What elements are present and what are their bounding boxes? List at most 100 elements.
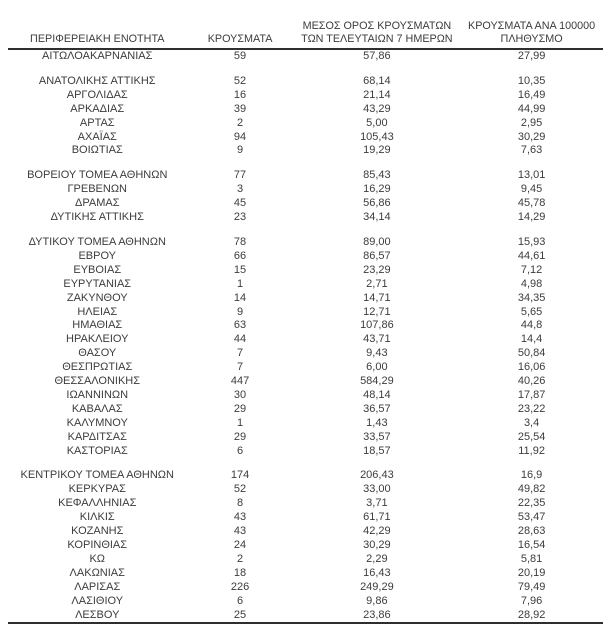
cell-avg-7day: 21,14 <box>363 88 391 101</box>
cell-per-100k: 44,61 <box>517 249 546 262</box>
cell-avg-7day: 107,86 <box>360 319 394 332</box>
cell-per-100k: 40,26 <box>517 375 546 388</box>
cell-cases: 9 <box>236 144 244 157</box>
table-row: ΒΟΡΕΙΟΥ ΤΟΜΕΑ ΑΘΗΝΩΝ 77 85,43 13,01 <box>8 169 603 183</box>
regional-cases-table: ΠΕΡΙΦΕΡΕΙΑΚΗ ΕΝΟΤΗΤΑ ΚΡΟΥΣΜΑΤΑ ΜΕΣΟΣ ΟΡΟ… <box>8 20 603 625</box>
cell-per-100k: 13,01 <box>517 169 546 182</box>
cell-region: ΒΟΡΕΙΟΥ ΤΟΜΕΑ ΑΘΗΝΩΝ <box>27 169 168 182</box>
cell-per-100k: 11,92 <box>518 444 545 457</box>
cell-avg-7day: 43,71 <box>363 333 391 346</box>
cell-per-100k: 44,99 <box>517 102 546 115</box>
group-spacer-cell <box>8 225 603 236</box>
table-row: ΓΡΕΒΕΝΩΝ 3 16,29 9,45 <box>8 183 603 197</box>
cell-cases: 16 <box>233 88 247 101</box>
cell-region: ΚΙΛΚΙΣ <box>79 511 115 524</box>
cell-cases: 1 <box>236 277 244 290</box>
cell-avg-7day: 23,86 <box>363 608 391 621</box>
group-spacer-row <box>8 64 603 75</box>
cell-cases: 1 <box>236 416 244 429</box>
cell-cases: 15 <box>233 263 247 276</box>
cell-avg-7day: 57,86 <box>363 50 391 62</box>
col-header-avg-7day-line2: ΤΩΝ ΤΕΛΕΥΤΑΙΩΝ 7 ΗΜΕΡΩΝ <box>301 32 453 45</box>
col-header-per-100k-line1: ΚΡΟΥΣΜΑΤΑ ΑΝΑ 100000 <box>468 20 596 32</box>
cell-per-100k: 22,35 <box>517 497 546 510</box>
cell-avg-7day: 30,29 <box>363 539 391 551</box>
cell-per-100k: 50,84 <box>517 347 546 360</box>
cell-region: ΖΑΚΥΝΘΟΥ <box>66 291 128 304</box>
table-row: ΙΩΑΝΝΙΝΩΝ 30 48,14 17,87 <box>8 389 603 403</box>
cell-per-100k: 9,45 <box>520 183 543 196</box>
cell-avg-7day: 3,71 <box>366 497 388 510</box>
cell-per-100k: 20,19 <box>517 566 546 579</box>
cell-region: ΚΕΡΚΥΡΑΣ <box>68 483 126 496</box>
cell-cases: 45 <box>233 197 247 210</box>
cell-cases: 29 <box>233 430 247 443</box>
table-row: ΘΑΣΟΥ 7 9,43 50,84 <box>8 347 603 361</box>
cell-per-100k: 53,47 <box>517 511 546 524</box>
col-header-avg-7day-line1: ΜΕΣΟΣ ΟΡΟΣ ΚΡΟΥΣΜΑΤΩΝ <box>302 20 452 32</box>
cell-region: ΘΕΣΠΡΩΤΙΑΣ <box>62 361 133 374</box>
table-row: ΛΕΣΒΟΥ 25 23,86 28,92 <box>8 609 603 624</box>
cell-per-100k: 2,95 <box>520 116 543 129</box>
group-spacer-row <box>8 225 603 236</box>
cell-per-100k: 16,06 <box>517 361 546 374</box>
cell-avg-7day: 86,57 <box>363 249 391 262</box>
group-spacer-row <box>8 158 603 169</box>
cell-avg-7day: 2,71 <box>366 277 388 290</box>
table-row: ΕΥΡΥΤΑΝΙΑΣ 1 2,71 4,98 <box>8 278 603 292</box>
cell-region: ΙΩΑΝΝΙΝΩΝ <box>66 388 129 401</box>
col-header-region: ΠΕΡΙΦΕΡΕΙΑΚΗ ΕΝΟΤΗΤΑ <box>8 20 187 50</box>
cell-cases: 9 <box>236 305 244 318</box>
cell-cases: 59 <box>233 50 247 62</box>
cell-per-100k: 44,8 <box>520 319 543 332</box>
cell-cases: 30 <box>233 388 247 401</box>
cell-avg-7day: 33,57 <box>363 430 391 443</box>
col-header-per-100k-line2: ΠΛΗΘΥΣΜΟ <box>500 32 563 45</box>
cell-per-100k: 7,12 <box>520 263 543 276</box>
table-row: ΗΡΑΚΛΕΙΟΥ 44 43,71 14,4 <box>8 333 603 347</box>
cell-per-100k: 16,9 <box>520 469 543 482</box>
table-row: ΚΕΝΤΡΙΚΟΥ ΤΟΜΕΑ ΑΘΗΝΩΝ 174 206,43 16,9 <box>8 469 603 483</box>
cell-avg-7day: 18,57 <box>363 444 391 457</box>
table-row: ΒΟΙΩΤΙΑΣ 9 19,29 7,63 <box>8 144 603 158</box>
col-header-per-100k: ΚΡΟΥΣΜΑΤΑ ΑΝΑ 100000 ΠΛΗΘΥΣΜΟ <box>460 20 603 50</box>
cell-region: ΑΡΤΑΣ <box>79 116 115 129</box>
cell-region: ΗΡΑΚΛΕΙΟΥ <box>66 333 129 346</box>
cell-cases: 63 <box>233 319 247 332</box>
cell-cases: 8 <box>236 497 244 510</box>
cell-region: ΘΕΣΣΑΛΟΝΙΚΗΣ <box>54 375 141 388</box>
cell-region: ΚΑΣΤΟΡΙΑΣ <box>66 444 128 457</box>
cell-avg-7day: 16,43 <box>363 566 391 579</box>
cell-cases: 23 <box>233 211 247 224</box>
cell-region: ΘΑΣΟΥ <box>78 347 117 360</box>
table-header: ΠΕΡΙΦΕΡΕΙΑΚΗ ΕΝΟΤΗΤΑ ΚΡΟΥΣΜΑΤΑ ΜΕΣΟΣ ΟΡΟ… <box>8 20 603 50</box>
cell-cases: 44 <box>233 333 247 346</box>
cell-avg-7day: 48,14 <box>363 388 391 401</box>
cell-region: ΛΑΡΙΣΑΣ <box>74 580 121 593</box>
cell-region: ΛΑΣΙΘΙΟΥ <box>71 594 124 607</box>
cell-region: ΗΛΕΙΑΣ <box>77 305 118 318</box>
cell-region: ΔΥΤΙΚΟΥ ΤΟΜΕΑ ΑΘΗΝΩΝ <box>28 235 166 248</box>
table-row: ΛΑΣΙΘΙΟΥ 6 9,86 7,96 <box>8 595 603 609</box>
cell-per-100k: 28,92 <box>517 608 546 621</box>
table-row: ΑΧΑΪΑΣ 94 105,43 30,29 <box>8 131 603 145</box>
header-row: ΠΕΡΙΦΕΡΕΙΑΚΗ ΕΝΟΤΗΤΑ ΚΡΟΥΣΜΑΤΑ ΜΕΣΟΣ ΟΡΟ… <box>8 20 603 50</box>
table-row: ΚΟΖΑΝΗΣ 43 42,29 28,63 <box>8 525 603 539</box>
cell-avg-7day: 19,29 <box>363 144 391 157</box>
table-row: ΔΥΤΙΚΟΥ ΤΟΜΕΑ ΑΘΗΝΩΝ 78 89,00 15,93 <box>8 236 603 250</box>
cell-cases: 66 <box>233 249 247 262</box>
cell-region: ΕΒΡΟΥ <box>78 249 117 262</box>
cell-cases: 78 <box>233 235 247 248</box>
col-header-cases-label: ΚΡΟΥΣΜΑΤΑ <box>207 32 273 45</box>
cell-region: ΛΕΣΒΟΥ <box>75 608 120 621</box>
table-row: ΑΡΓΟΛΙΔΑΣ 16 21,14 16,49 <box>8 89 603 103</box>
cell-per-100k: 5,81 <box>520 552 543 565</box>
group-spacer-cell <box>8 158 603 169</box>
cell-cases: 2 <box>236 552 244 565</box>
table-row: ΑΝΑΤΟΛΙΚΗΣ ΑΤΤΙΚΗΣ 52 68,14 10,35 <box>8 75 603 89</box>
cell-cases: 24 <box>233 539 247 551</box>
cell-per-100k: 79,49 <box>517 580 546 593</box>
table-row: ΚΑΡΔΙΤΣΑΣ 29 33,57 25,54 <box>8 431 603 445</box>
table-row: ΔΡΑΜΑΣ 45 56,86 45,78 <box>8 197 603 211</box>
